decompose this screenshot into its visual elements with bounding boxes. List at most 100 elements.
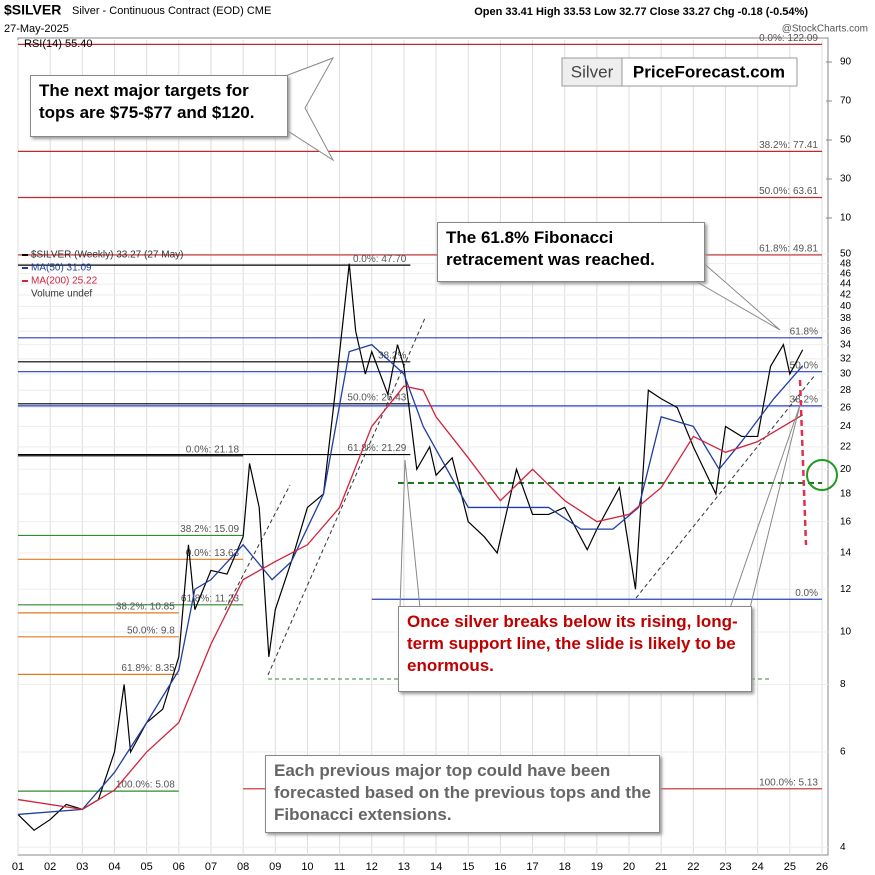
rsi-tick-label: 90 <box>840 57 852 68</box>
rsi-tick-label: 10 <box>840 213 852 224</box>
x-tick-label: 24 <box>752 861 764 873</box>
legend-label: $SILVER (Weekly) 33.27 (27 May) <box>31 250 183 261</box>
price-line <box>17 263 804 832</box>
fib-label: 61.8%: 11.23 <box>181 593 240 604</box>
fib-label: 0.0%: 122.09 <box>759 33 818 44</box>
fib-label: 50.0%: 63.61 <box>759 186 818 197</box>
fib-label: 100.0%: 5.08 <box>116 780 175 791</box>
x-tick-label: 19 <box>591 861 603 873</box>
fib-label: 61.8%: 49.81 <box>759 244 818 255</box>
y-tick-label: 10 <box>840 627 852 638</box>
fib-label: 38.2%: 77.41 <box>759 140 818 151</box>
x-tick-label: 20 <box>623 861 635 873</box>
rsi-label: RSI(14) 55.40 <box>24 38 92 50</box>
x-tick-label: 06 <box>173 861 185 873</box>
fib-label: 38.2%: 15.09 <box>180 524 239 535</box>
x-tick-label: 10 <box>301 861 313 873</box>
price-line <box>17 343 804 816</box>
chart-title: $SILVER <box>4 2 61 18</box>
projection <box>798 379 808 546</box>
y-tick-label: 6 <box>840 747 846 758</box>
fib-label: 0.0%: 21.18 <box>186 444 240 455</box>
x-tick-label: 17 <box>526 861 538 873</box>
price-line <box>17 385 804 811</box>
x-tick-label: 26 <box>816 861 828 873</box>
y-tick-label: 32 <box>840 354 852 365</box>
rsi-tick-label: 70 <box>840 96 852 107</box>
y-tick-label: 34 <box>840 339 852 350</box>
annotation: The 61.8% Fibonacci retracement was reac… <box>437 222 705 282</box>
fib-label: 100.0%: 5.13 <box>759 777 818 788</box>
fib-label: 50.0%: 9.8 <box>127 625 175 636</box>
annotation: Each previous major top could have been … <box>265 755 660 833</box>
y-tick-label: 36 <box>840 326 852 337</box>
annotation: The next major targets for tops are $75-… <box>30 75 288 137</box>
x-tick-label: 03 <box>76 861 88 873</box>
annotation: Once silver breaks below its rising, lon… <box>398 606 752 692</box>
y-tick-label: 50 <box>840 249 852 260</box>
x-tick-label: 09 <box>269 861 281 873</box>
rsi-tick-label: 50 <box>840 135 852 146</box>
fib-label: 50.0% <box>790 360 818 371</box>
trend-line <box>267 317 426 676</box>
y-tick-label: 20 <box>840 464 852 475</box>
fib-label: 61.8%: 8.35 <box>121 663 175 674</box>
date: 27-May-2025 <box>4 23 69 35</box>
highlight-circle <box>806 459 838 491</box>
logo-box <box>621 57 798 87</box>
y-tick-label: 42 <box>840 290 852 301</box>
trend-line <box>635 374 816 599</box>
x-tick-label: 18 <box>559 861 571 873</box>
fib-label: 38.2%: 10.85 <box>116 602 175 613</box>
x-tick-label: 07 <box>205 861 217 873</box>
x-tick-label: 23 <box>719 861 731 873</box>
x-tick-label: 05 <box>141 861 153 873</box>
trend-line <box>224 484 291 611</box>
x-tick-label: 12 <box>366 861 378 873</box>
y-tick-label: 18 <box>840 489 852 500</box>
legend: $SILVER (Weekly) 33.27 (27 May) MA(50) 31… <box>22 250 183 300</box>
axis: 01 02 03 04 05 06 07 08 09 10 11 12 13 14 15 16 17 18 19 20… <box>12 57 852 873</box>
source: @StockCharts.com <box>782 24 868 35</box>
fib-label: 50.0%: 26.43 <box>347 392 406 403</box>
y-tick-label: 48 <box>840 258 852 269</box>
chart-subtitle: Silver - Continuous Contract (EOD) CME <box>72 5 271 17</box>
x-tick-label: 01 <box>12 861 24 873</box>
y-tick-label: 38 <box>840 313 852 324</box>
y-tick-label: 4 <box>840 842 846 853</box>
logo: Silver <box>571 62 614 81</box>
fib-label: 0.0%: 47.70 <box>353 254 407 265</box>
x-tick-label: 14 <box>430 861 442 873</box>
x-tick-label: 08 <box>237 861 249 873</box>
y-tick-label: 8 <box>840 679 846 690</box>
x-tick-label: 25 <box>784 861 796 873</box>
x-tick-label: 04 <box>108 861 120 873</box>
fib-label: 61.8%: 21.29 <box>347 443 406 454</box>
x-tick-label: 15 <box>462 861 474 873</box>
fib-label: 0.0% <box>795 588 818 599</box>
x-tick-label: 21 <box>655 861 667 873</box>
legend-label: MA(50) 31.09 <box>31 263 92 274</box>
y-tick-label: 14 <box>840 548 852 559</box>
quote: Open 33.41 High 33.53 Low 32.77 Close 33… <box>474 6 808 18</box>
x-tick-label: 13 <box>398 861 410 873</box>
x-tick-label: 11 <box>334 861 345 873</box>
legend-label: Volume undef <box>31 289 92 300</box>
x-tick-label: 22 <box>687 861 699 873</box>
y-tick-label: 22 <box>840 442 852 453</box>
y-tick-label: 16 <box>840 516 852 527</box>
y-tick-label: 26 <box>840 402 852 413</box>
x-tick-label: 16 <box>494 861 506 873</box>
y-tick-label: 28 <box>840 385 852 396</box>
series <box>17 263 804 832</box>
y-tick-label: 12 <box>840 584 852 595</box>
y-tick-label: 46 <box>840 268 852 279</box>
fib-label: 38.2% <box>378 350 406 361</box>
levels: 0.0%: 122.09 38.2%: 77.41 50.0%: 63.61 61.8… <box>18 33 822 792</box>
fib-label: 38.2% <box>790 394 818 405</box>
fib-label: 61.8% <box>790 326 818 337</box>
fib-label: 0.0%: 13.63 <box>186 548 240 559</box>
rsi-tick-label: 30 <box>840 174 852 185</box>
y-tick-label: 30 <box>840 369 852 380</box>
